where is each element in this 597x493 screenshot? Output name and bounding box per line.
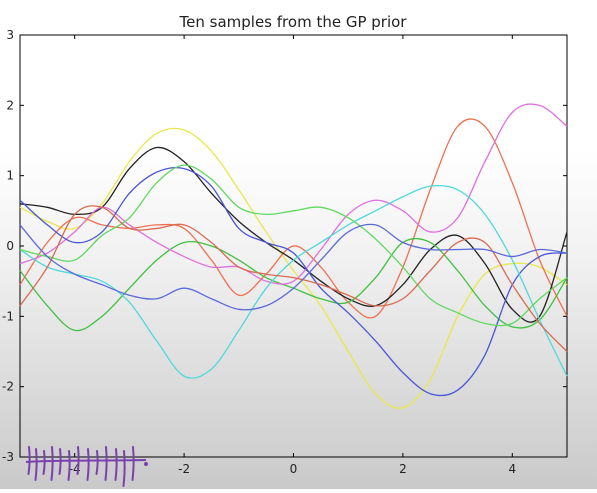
tally-dot (144, 462, 148, 466)
series-line-8 (19, 164, 568, 327)
y-tick-label-4: 0 (6, 239, 14, 253)
x-tick-label-2: -2 (178, 462, 190, 476)
tally-stroke-8 (86, 448, 90, 481)
tally-stroke-3 (42, 450, 46, 475)
tally-stroke-11 (114, 448, 118, 481)
y-tick-label-7: -3 (2, 450, 14, 464)
tally-stroke-13 (131, 446, 135, 481)
handwritten-tally-icon (25, 446, 148, 487)
x-tick-label-3: 0 (290, 462, 298, 476)
y-tick-label-6: -2 (2, 380, 14, 394)
tally-stroke-1 (27, 446, 31, 475)
y-tick-label-1: 3 (6, 28, 14, 42)
chart-title: Ten samples from the GP prior (179, 13, 408, 31)
tally-stroke-7 (76, 446, 80, 475)
tally-stroke-5 (58, 448, 62, 475)
x-tick-label-5: 4 (508, 462, 516, 476)
series-line-6 (19, 166, 568, 397)
y-tick-label-3: 1 (6, 169, 14, 183)
tally-stroke-2 (34, 448, 38, 481)
series-line-5 (19, 103, 568, 285)
tally-stroke-10 (104, 446, 108, 481)
series-line-7 (19, 184, 568, 379)
tally-stroke-4 (50, 446, 54, 481)
y-tick-label-2: 2 (6, 98, 14, 112)
x-tick-label-4: 2 (399, 462, 407, 476)
series-line-10 (19, 223, 568, 311)
series-line-2 (19, 118, 568, 319)
tally-stroke-6 (67, 450, 71, 481)
tally-stroke-9 (95, 450, 99, 475)
y-tick-label-5: -1 (2, 309, 14, 323)
x-tick-label-1: -4 (69, 462, 81, 476)
series-line-9 (19, 205, 568, 352)
series-line-1 (19, 127, 568, 409)
ticks-layer: 3 2 1 0 -1 -2 -3 -4 -2 0 2 4 (2, 28, 567, 476)
series-layer (19, 103, 568, 409)
tally-stroke-12 (122, 450, 126, 487)
